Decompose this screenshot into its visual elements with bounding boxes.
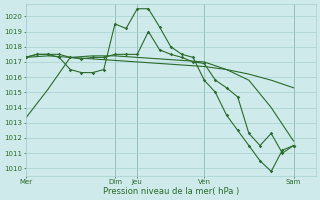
X-axis label: Pression niveau de la mer( hPa ): Pression niveau de la mer( hPa ) bbox=[103, 187, 239, 196]
